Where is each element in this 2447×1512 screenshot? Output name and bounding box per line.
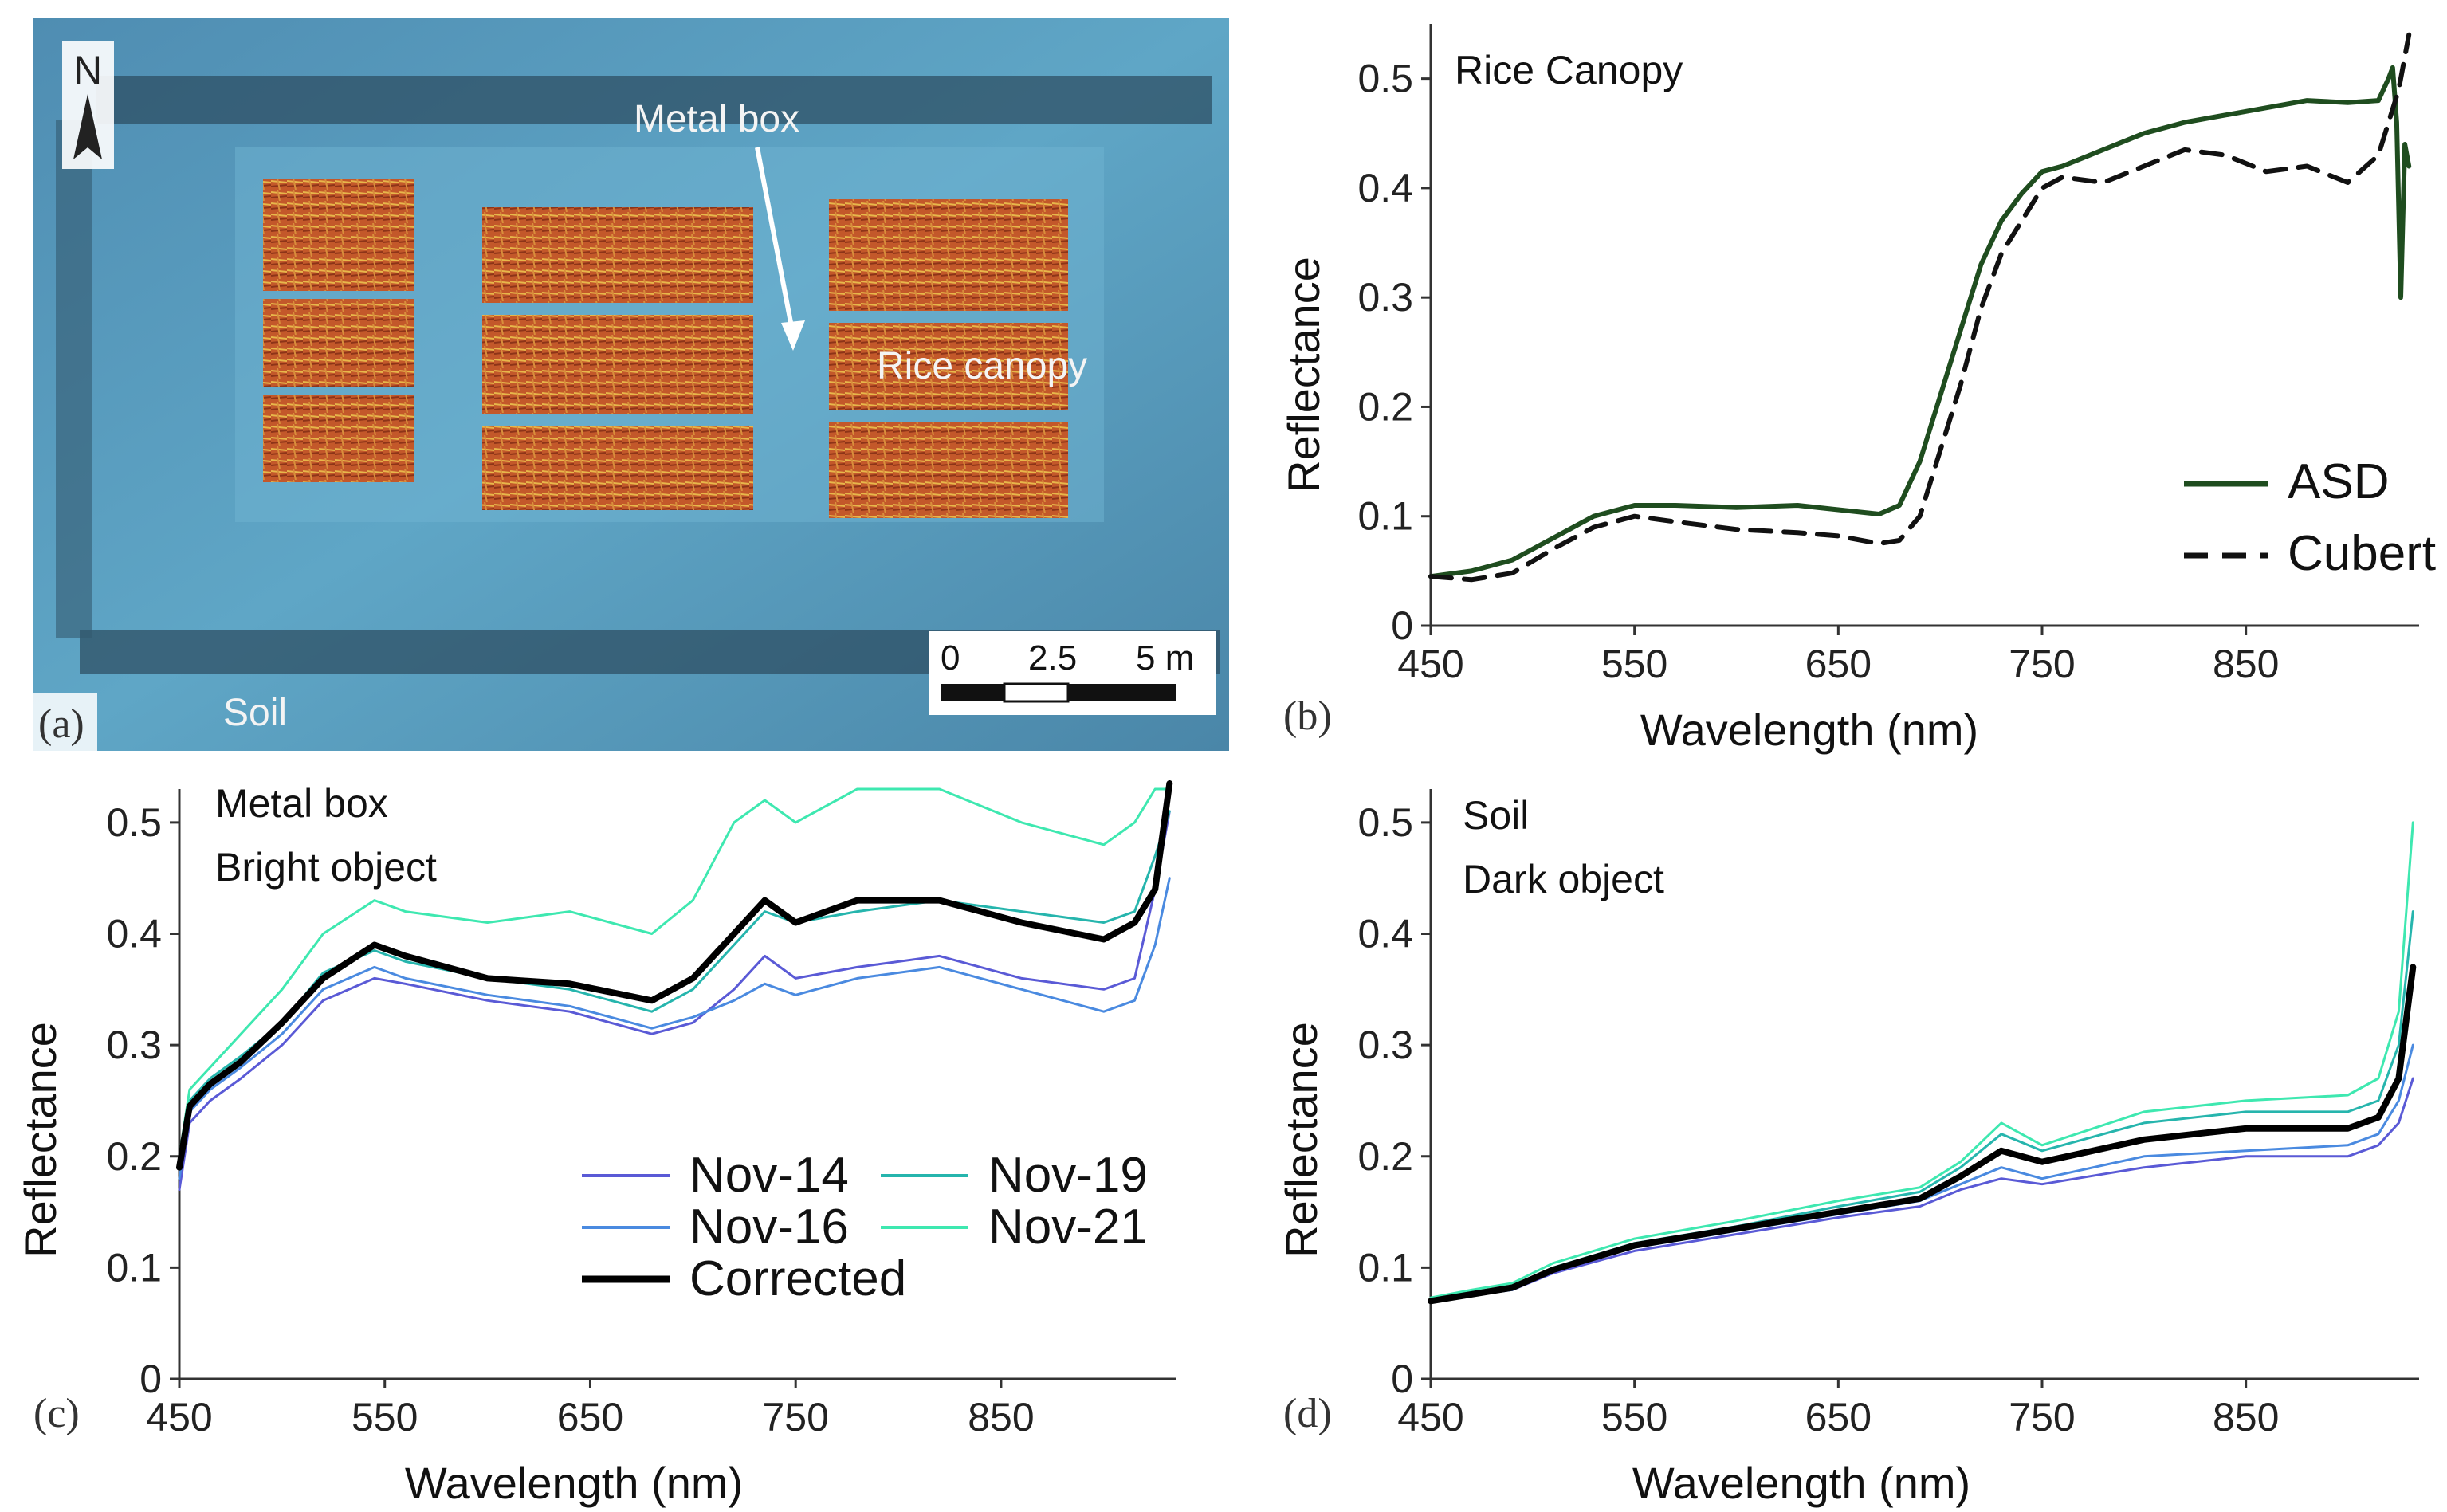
x-tick-label: 650: [1805, 1395, 1872, 1439]
series-line-cubert: [1428, 32, 2412, 583]
y-tick-label: 0.2: [1357, 384, 1413, 429]
panel-a-photo: N Metal box Rice canopy Soil 0 2.5 5 m (…: [33, 18, 1229, 751]
rice-plot: [829, 323, 1068, 410]
y-axis-label: Reflectance: [15, 1022, 65, 1258]
panel-tag: (b): [1283, 693, 1332, 739]
photo-dark-border-left: [56, 120, 92, 638]
y-tick-label: 0: [1391, 1357, 1413, 1401]
y-tick-label: 0.5: [106, 800, 162, 845]
chart-soil: 450 550 650 750 850 0 0.1 0.2 0.3 0.4 0.5 Wavelengt…: [1276, 789, 2419, 1508]
series-line-nov-21: [178, 787, 1171, 1158]
rice-plot: [263, 179, 414, 291]
soil-label: Soil: [223, 692, 287, 734]
y-tick-label: 0.3: [1357, 1023, 1413, 1067]
rice-plot: [829, 422, 1068, 518]
legend-label: Corrected: [689, 1251, 906, 1306]
panel-tag: (d): [1283, 1391, 1332, 1436]
x-tick-label: 550: [1601, 1395, 1667, 1439]
scale-tick-0: 0: [941, 638, 960, 677]
x-tick-label: 850: [2213, 1395, 2279, 1439]
legend-label: ASD: [2288, 454, 2389, 509]
legend-label: Nov-16: [689, 1200, 849, 1255]
x-tick-label: 550: [1601, 642, 1667, 686]
y-tick-label: 0.1: [1357, 494, 1413, 539]
x-axis-label: Wavelength (nm): [405, 1458, 743, 1508]
x-tick-label: 750: [2009, 642, 2075, 686]
x-axis-label: Wavelength (nm): [1632, 1458, 1970, 1508]
rice-plot: [263, 395, 414, 482]
chart-annotation: Rice Canopy: [1455, 48, 1683, 92]
chart-annotation: Soil: [1463, 793, 1529, 838]
legend-label: Nov-19: [988, 1148, 1148, 1203]
x-tick-label: 650: [557, 1395, 623, 1439]
y-tick-label: 0.3: [106, 1023, 162, 1067]
rice-canopy-label: Rice canopy: [877, 345, 1087, 387]
x-tick-label: 450: [1397, 642, 1463, 686]
north-arrow-icon: [73, 94, 102, 159]
scale-tick-5m: 5 m: [1136, 638, 1194, 677]
panel-tag: (c): [33, 1391, 80, 1436]
legend-label: Nov-14: [689, 1148, 849, 1203]
series-line-corrected: [1428, 964, 2417, 1305]
rice-plot: [482, 315, 753, 414]
y-tick-label: 0.1: [1357, 1245, 1413, 1290]
chart-annotation: Metal box: [215, 781, 388, 826]
scale-bar-segment: [1003, 682, 1070, 703]
chart-annotation: Dark object: [1463, 857, 1664, 901]
chart-metal-box: 450 550 650 750 850 0 0.1 0.2 0.3 0.4 0.5 Wavelengt…: [15, 780, 1176, 1508]
scale-bar-segment: [1068, 684, 1176, 701]
legend-label: Nov-21: [988, 1200, 1148, 1255]
scale-tick-2.5: 2.5: [1028, 638, 1077, 677]
y-tick-label: 0: [1391, 603, 1413, 648]
x-tick-label: 750: [762, 1395, 828, 1439]
y-tick-label: 0.5: [1357, 57, 1413, 101]
x-tick-label: 450: [146, 1395, 212, 1439]
metal-box-label: Metal box: [634, 98, 799, 140]
x-tick-label: 650: [1805, 642, 1872, 686]
chart-rice-canopy: 450 550 650 750 850 0 0.1 0.2 0.3 0.4 0.5 Wavelengt…: [1278, 24, 2436, 755]
x-axis-label: Wavelength (nm): [1640, 705, 1978, 755]
rice-plot: [482, 426, 753, 510]
x-tick-label: 850: [2213, 642, 2279, 686]
y-tick-label: 0.4: [1357, 912, 1413, 956]
rice-plot: [829, 199, 1068, 311]
x-tick-label: 550: [352, 1395, 418, 1439]
series-line-corrected: [176, 780, 1173, 1171]
north-label: N: [73, 48, 102, 92]
panel-a-tag-box: [33, 693, 97, 751]
series-line-nov-21: [1429, 821, 2414, 1299]
x-tick-label: 450: [1397, 1395, 1463, 1439]
photo-dark-border-top: [96, 76, 1212, 124]
metal-box-arrowhead: [781, 320, 805, 351]
legend-label: Cubert: [2288, 526, 2436, 581]
scale-bar-segment: [941, 684, 1004, 701]
panel-a-tag: (a): [38, 701, 84, 747]
y-tick-label: 0: [139, 1357, 162, 1401]
chart-annotation: Bright object: [215, 845, 437, 890]
x-tick-label: 850: [968, 1395, 1034, 1439]
series-line-nov-14: [178, 810, 1171, 1192]
x-tick-label: 750: [2009, 1395, 2075, 1439]
y-tick-label: 0.1: [106, 1245, 162, 1290]
y-tick-label: 0.2: [106, 1134, 162, 1179]
y-tick-label: 0.3: [1357, 275, 1413, 320]
series-line-nov-19: [1429, 910, 2414, 1300]
y-tick-label: 0.4: [1357, 166, 1413, 210]
y-axis-label: Reflectance: [1276, 1022, 1326, 1258]
series-line-nov-16: [178, 877, 1171, 1180]
y-tick-label: 0.5: [1357, 800, 1413, 845]
rice-plot: [482, 207, 753, 303]
rice-plot: [263, 299, 414, 387]
series-line-asd: [1428, 65, 2412, 579]
metal-box-arrow: [755, 147, 795, 336]
y-tick-label: 0.4: [106, 912, 162, 956]
y-tick-label: 0.2: [1357, 1134, 1413, 1179]
y-axis-label: Reflectance: [1278, 257, 1329, 493]
